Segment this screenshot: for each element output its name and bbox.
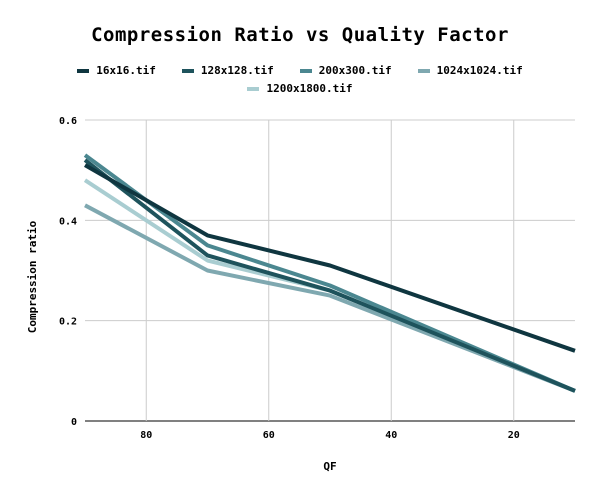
x-tick-label: 20 bbox=[508, 430, 520, 441]
legend-swatch-200x300 bbox=[299, 68, 312, 73]
y-tick-label: 0.6 bbox=[59, 116, 77, 127]
tick-labels: 0 0.2 0.4 0.6 80 60 40 20 bbox=[59, 116, 520, 441]
legend-label-128x128: 128x128.tif bbox=[200, 64, 274, 77]
series-lines bbox=[83, 153, 576, 393]
legend-swatch-1024x1024 bbox=[417, 68, 430, 73]
series-line-1024x1024 bbox=[84, 203, 576, 393]
grid-lines bbox=[85, 119, 575, 422]
x-axis-label: QF bbox=[323, 460, 336, 473]
legend-swatch-128x128 bbox=[181, 68, 194, 73]
series-line-16x16 bbox=[84, 163, 576, 353]
x-tick-label: 40 bbox=[385, 430, 397, 441]
legend-item-1024x1024[interactable]: 1024x1024.tif bbox=[417, 64, 523, 77]
y-tick-label: 0.2 bbox=[59, 317, 77, 328]
legend-item-200x300[interactable]: 200x300.tif bbox=[299, 64, 392, 77]
chart-title: Compression Ratio vs Quality Factor bbox=[91, 24, 509, 46]
legend-label-16x16: 16x16.tif bbox=[96, 64, 156, 77]
x-tick-label: 80 bbox=[140, 430, 152, 441]
series-line-128x128 bbox=[83, 158, 576, 393]
legend-label-200x300: 200x300.tif bbox=[318, 64, 392, 77]
legend-label-1200x1800: 1200x1800.tif bbox=[266, 82, 353, 95]
y-axis-label: Compression ratio bbox=[26, 220, 39, 333]
legend-row-1: 16x16.tif 128x128.tif 200x300.tif 1024x1… bbox=[0, 64, 600, 77]
legend-swatch-1200x1800 bbox=[247, 86, 260, 91]
legend-row-2: 1200x1800.tif bbox=[0, 82, 600, 95]
legend-item-128x128[interactable]: 128x128.tif bbox=[181, 64, 274, 77]
legend-label-1024x1024: 1024x1024.tif bbox=[436, 64, 523, 77]
y-tick-label: 0 bbox=[71, 417, 77, 428]
y-tick-label: 0.4 bbox=[59, 216, 77, 227]
x-tick-label: 60 bbox=[263, 430, 275, 441]
series-line-200x300 bbox=[83, 153, 576, 393]
legend-item-16x16[interactable]: 16x16.tif bbox=[77, 64, 156, 77]
legend-item-1200x1800[interactable]: 1200x1800.tif bbox=[247, 82, 353, 95]
legend-swatch-16x16 bbox=[77, 68, 90, 73]
